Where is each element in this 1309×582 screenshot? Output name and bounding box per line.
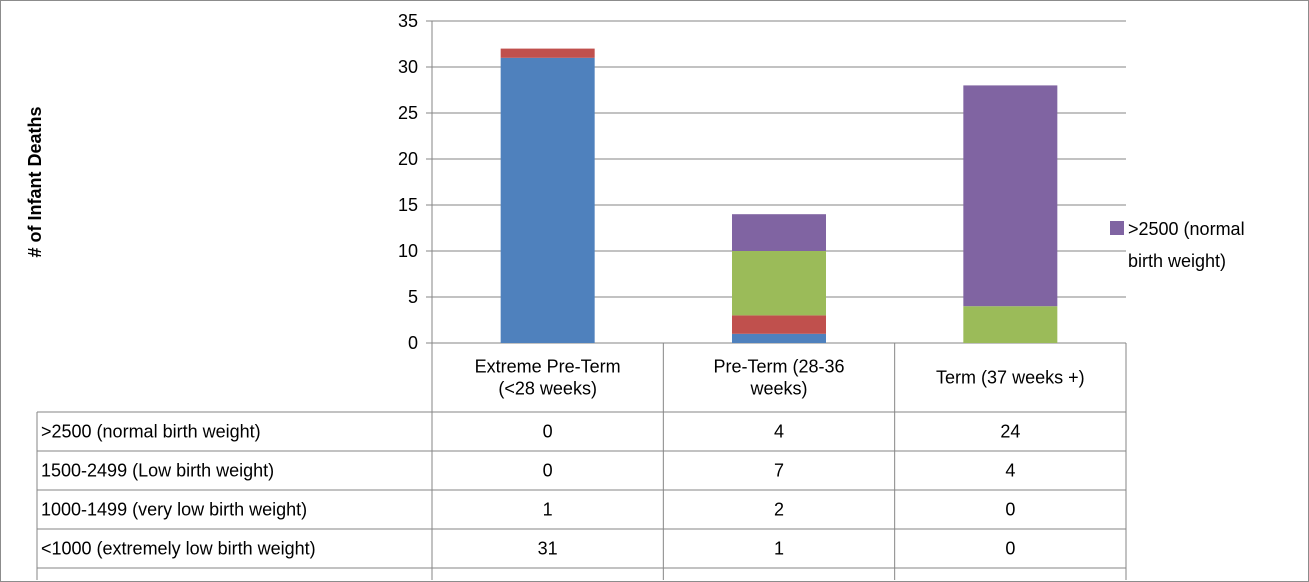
bar-segment <box>732 214 826 251</box>
table-cell-value: 31 <box>538 539 558 559</box>
x-category-label: Term (37 weeks +) <box>936 368 1085 388</box>
x-category-label: weeks) <box>749 379 807 399</box>
bar-segment <box>732 251 826 316</box>
table-row-label: <1000 (extremely low birth weight) <box>41 539 316 559</box>
x-category-label: Pre-Term (28-36 <box>713 357 844 377</box>
y-tick-label: 15 <box>398 195 418 215</box>
y-tick-label: 5 <box>408 287 418 307</box>
y-tick-label: 25 <box>398 103 418 123</box>
y-tick-label: 30 <box>398 57 418 77</box>
legend-label: >2500 (normal <box>1128 219 1245 239</box>
table-cell-value: 0 <box>1005 539 1015 559</box>
bar-segment <box>500 57 595 344</box>
table-cell-value: 4 <box>1005 461 1015 481</box>
x-category-label: (<28 weeks) <box>498 379 597 399</box>
table-cell-value: 24 <box>1000 422 1020 442</box>
table-cell-value: 2 <box>774 500 784 520</box>
y-axis-title: # of Infant Deaths <box>25 106 45 257</box>
table-row-label: 1000-1499 (very low birth weight) <box>41 500 307 520</box>
y-tick-label: 35 <box>398 11 418 31</box>
y-tick-label: 20 <box>398 149 418 169</box>
x-category-label: Extreme Pre-Term <box>475 357 621 377</box>
legend-swatch <box>1110 221 1124 235</box>
bar-segment <box>732 315 826 334</box>
bar-segment <box>963 306 1058 343</box>
bar-segment <box>963 85 1058 307</box>
table-cell-value: 0 <box>543 461 553 481</box>
table-cell-value: 0 <box>543 422 553 442</box>
table-cell-value: 1 <box>774 539 784 559</box>
table-cell-value: 7 <box>774 461 784 481</box>
table-cell-value: 4 <box>774 422 784 442</box>
table-cell-value: 0 <box>1005 500 1015 520</box>
bar-segment <box>732 333 826 343</box>
y-tick-label: 0 <box>408 333 418 353</box>
table-cell-value: 1 <box>543 500 553 520</box>
legend-label: birth weight) <box>1128 251 1226 271</box>
y-tick-label: 10 <box>398 241 418 261</box>
bar-segment <box>500 48 595 58</box>
table-row-label: >2500 (normal birth weight) <box>41 422 261 442</box>
table-row-label: 1500-2499 (Low birth weight) <box>41 461 274 481</box>
